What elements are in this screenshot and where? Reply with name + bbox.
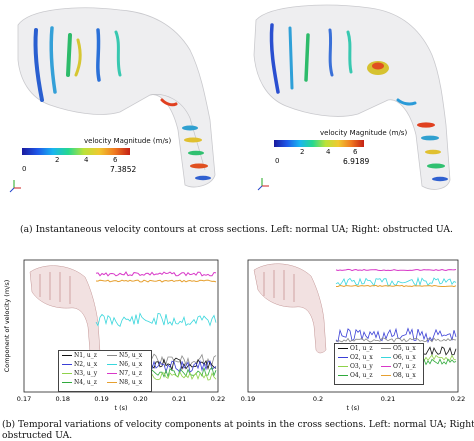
colorbar-right-min: 0 (275, 157, 280, 165)
inset-airway-obstructed (253, 263, 327, 354)
legend-item: N5, u_x (107, 352, 142, 359)
legend-left: N1, u_z N2, u_x N3, u_y N4, u_z N5, u_x … (58, 350, 152, 392)
x-tick-label: 0.20 (133, 395, 147, 403)
x-tick-label: 0.2 (313, 395, 323, 403)
legend-item: N7, u_z (107, 370, 142, 377)
colorbar-right (274, 140, 364, 147)
series-line (336, 284, 457, 288)
x-tick-label: 0.17 (17, 395, 31, 403)
colorbar-left-tick-2: 4 (84, 156, 89, 164)
colorbar-left-min: 0 (22, 165, 27, 173)
legend-item: O5, u_x (381, 345, 416, 352)
colorbar-title-left: velocity Magnitude (m/s) (84, 137, 172, 145)
series-line (95, 279, 217, 283)
normal-airway-contour-figure (9, 7, 216, 193)
legend-item: O8, u_x (381, 372, 416, 379)
caption-b-line1: (b) Temporal variations of velocity comp… (2, 419, 474, 430)
legend-item: O6, u_x (381, 354, 416, 361)
legend-right: O1, u_z O2, u_x O3, u_y O4, u_z O5, u_x … (334, 343, 424, 385)
legend-item: N3, u_y (62, 370, 97, 377)
series-line (95, 312, 217, 327)
legend-item: O1, u_z (338, 345, 373, 352)
colorbar-right-tick-2: 4 (326, 148, 331, 156)
x-tick-label: 0.22 (451, 395, 465, 403)
colorbar-right-max: 6.9189 (343, 157, 370, 166)
colorbar-left-max: 7.3852 (110, 165, 137, 174)
colorbar-right-tick-1: 2 (300, 148, 305, 156)
legend-item: O3, u_y (338, 363, 373, 370)
legend-item: N6, u_x (107, 361, 142, 368)
x-tick-label: 0.21 (172, 395, 186, 403)
x-tick-label: 0.19 (241, 395, 255, 403)
x-axis-label-left: t (s) (114, 404, 127, 412)
series-line (335, 327, 457, 344)
series-line (335, 337, 457, 343)
colorbar-title-right: velocity Magnitude (m/s) (320, 129, 408, 137)
x-tick-label: 0.22 (211, 395, 225, 403)
x-tick-label: 0.18 (56, 395, 70, 403)
colorbar-left-tick-1: 2 (55, 156, 60, 164)
colorbar-left-tick-3: 6 (113, 156, 118, 164)
legend-item: N8, u_x (107, 379, 142, 386)
legend-item: O4, u_z (338, 372, 373, 379)
series-line (335, 268, 457, 272)
caption-b-line2: obstructed UA. (2, 430, 73, 441)
colorbar-right-tick-3: 6 (353, 148, 358, 156)
legend-item: O7, u_z (381, 363, 416, 370)
legend-item: N2, u_x (62, 361, 97, 368)
legend-item: O2, u_x (338, 354, 373, 361)
x-tick-label: 0.21 (381, 395, 395, 403)
x-axis-label-right: t (s) (346, 404, 359, 412)
velocity-chart-obstructed: t (s) 0.19 0.2 0.21 0.22 (241, 259, 465, 412)
caption-a: (a) Instantaneous velocity contours at c… (20, 224, 453, 235)
series-line (95, 271, 217, 277)
colorbar-left (22, 148, 130, 155)
legend-item: N1, u_z (62, 352, 97, 359)
obstructed-airway-contour-figure (253, 4, 451, 191)
y-axis-label-left: Component of velocity (m/s) (3, 280, 11, 373)
legend-item: N4, u_z (62, 379, 97, 386)
x-tick-label: 0.19 (94, 395, 108, 403)
